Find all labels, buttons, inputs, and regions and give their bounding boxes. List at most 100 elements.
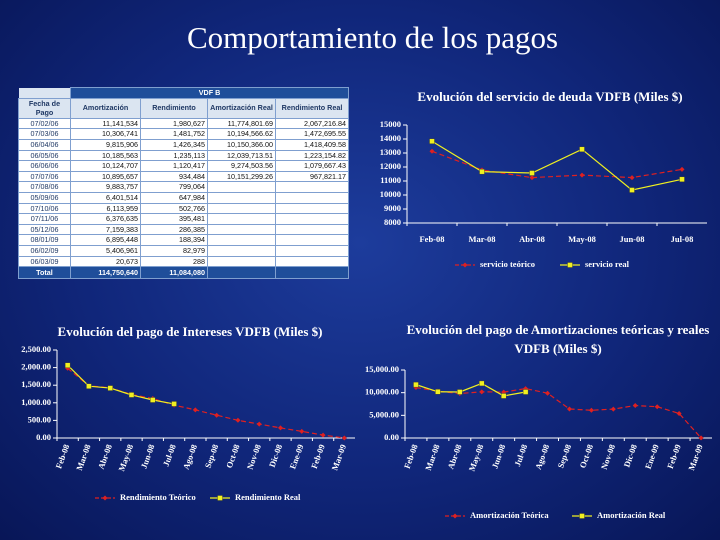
x-tick-label: Sep-08 [555,443,573,470]
data-point [654,404,660,410]
data-point [320,432,326,438]
column-header: Amortización Real [207,97,276,119]
x-tick-label: Oct-08 [577,443,595,469]
data-point [588,407,594,413]
x-tick-label: Jun-08 [619,234,644,244]
total-cell: Total [18,266,71,280]
x-tick-label: May-08 [568,234,596,244]
y-tick-label: 8000 [384,217,401,227]
x-tick-label: Feb-08 [402,443,420,470]
payments-table: VDF B Fecha de Pago Amortización Rendimient… [18,87,349,280]
data-point [529,170,535,176]
y-tick-label: 11000 [380,175,401,185]
data-point [679,166,685,172]
data-point [107,385,113,391]
spacer [18,87,71,99]
total-row: Total 114,750,640 11,084,080 [18,266,349,280]
y-tick-label: 2,000.00 [21,362,51,372]
data-point [579,172,585,178]
data-point [629,175,635,181]
table-row: 08/01/09 6,895,448 188,394 [18,234,349,246]
x-tick-label: Abr-08 [96,443,114,471]
data-point [341,435,347,441]
data-point [500,393,507,399]
x-tick-label: Abr-08 [445,443,463,471]
x-tick-label: Ene-09 [643,443,661,470]
x-tick-label: Mar-09 [686,443,705,472]
table-row: 07/03/06 10,306,741 1,481,752 10,194,566.62… [18,128,349,140]
y-tick-label: 15000 [380,119,401,129]
data-point [529,175,535,181]
total-cell: 11,084,080 [140,266,208,280]
table-row: 07/10/06 6,113,959 502,766 [18,202,349,215]
y-tick-label: 2,500.00 [21,344,51,354]
table-row: 05/09/06 6,401,514 647,984 [18,191,349,204]
x-tick-label: Jun-08 [489,443,507,470]
x-tick-label: Nov-08 [599,443,617,471]
legend-marker [462,262,468,268]
data-point [150,397,156,403]
data-point [128,392,135,398]
data-point [299,428,305,434]
series-line [67,367,345,439]
slide-title: Comportamiento de los pagos [186,20,559,55]
data-point [86,383,92,389]
data-point [235,417,241,423]
data-point [457,389,463,395]
column-header: Amortización [70,97,141,119]
x-tick-label: Feb-09 [665,443,683,470]
x-tick-label: Dic-08 [621,443,638,469]
legend-label: servicio real [585,259,630,269]
y-tick-label: 500.00 [28,414,51,424]
table-row: 06/02/09 5,406,961 82,979 [18,244,349,257]
data-point [435,389,441,395]
data-point [64,362,71,368]
y-tick-label: 10,000.00 [365,387,399,397]
data-point [214,412,220,418]
legend-marker [217,495,223,501]
data-point [192,407,198,413]
data-point [256,421,262,427]
legend-label: Rendimiento Real [235,492,301,502]
x-tick-label: Mar-08 [468,234,495,244]
data-point [632,403,638,409]
y-tick-label: 10000 [380,189,401,199]
x-tick-label: Dic-08 [267,443,284,469]
x-tick-label: Ene-09 [287,443,305,470]
table-row: 07/07/06 10,895,657 934,484 10,151,299.26 96… [18,170,349,183]
data-point [479,380,485,387]
data-point [429,138,435,144]
legend-marker [102,495,108,501]
column-header: Rendimiento [140,97,208,119]
x-tick-label: May-08 [116,443,135,473]
x-tick-label: Mar-08 [423,443,442,472]
x-tick-label: Jul-08 [161,443,178,468]
total-cell [207,266,276,280]
x-tick-label: Abr-08 [519,234,545,244]
column-header: Rendimiento Real [275,97,349,119]
x-tick-label: Jul-08 [512,443,529,468]
data-point [698,435,704,441]
legend-label: Amortización Real [597,510,666,520]
table-row: 07/02/06 11,141,534 1,980,627 11,774,801.69… [18,117,349,130]
x-tick-label: Ago-08 [533,443,551,471]
data-point [629,187,635,193]
column-header: Fecha de Pago [18,97,71,119]
data-point [479,168,485,175]
data-point [566,406,572,412]
table-row: 06/03/09 20,673 288 [18,255,349,268]
series-line [415,386,702,439]
y-tick-label: 14000 [380,133,401,143]
series-line [431,140,683,191]
chart-title: Evolución del servicio de deuda VDFB (Mi… [417,89,683,104]
y-tick-label: 5,000.00 [369,409,399,419]
data-point [545,390,551,396]
data-point [278,425,283,431]
legend-label: Rendimiento Teórico [120,492,196,502]
y-tick-label: 13000 [380,147,401,157]
y-tick-label: 15,000.00 [365,364,399,374]
legend-marker [579,513,585,519]
x-tick-label: Mar-09 [329,443,348,472]
